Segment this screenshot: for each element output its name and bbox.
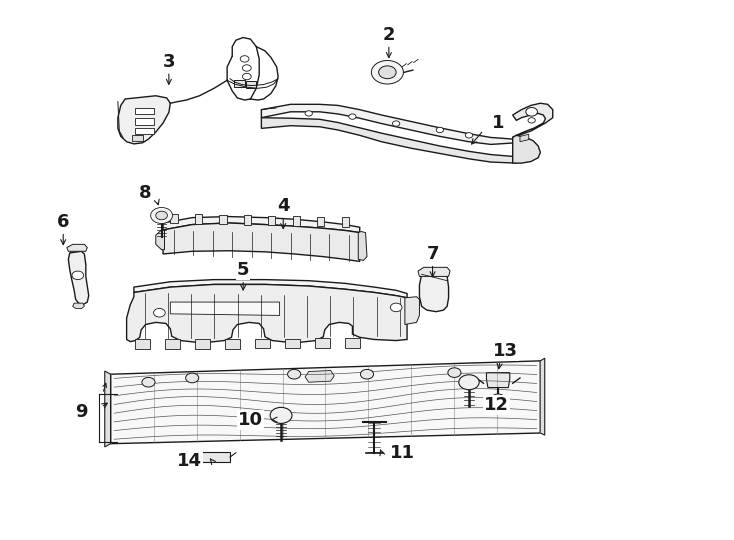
- Polygon shape: [135, 118, 154, 125]
- Circle shape: [72, 271, 84, 280]
- Polygon shape: [341, 217, 349, 227]
- Circle shape: [459, 375, 479, 390]
- Text: 6: 6: [57, 213, 70, 231]
- Circle shape: [153, 308, 165, 317]
- Polygon shape: [255, 339, 270, 348]
- Polygon shape: [358, 232, 367, 260]
- Text: 1: 1: [492, 114, 504, 132]
- Polygon shape: [376, 67, 399, 78]
- Polygon shape: [135, 340, 150, 349]
- Polygon shape: [135, 128, 154, 134]
- Polygon shape: [315, 339, 330, 348]
- Text: 13: 13: [493, 342, 518, 360]
- Polygon shape: [170, 302, 280, 315]
- Text: 3: 3: [163, 52, 175, 71]
- Text: 2: 2: [382, 26, 395, 44]
- Polygon shape: [512, 136, 540, 163]
- Text: 5: 5: [237, 261, 250, 279]
- Polygon shape: [163, 217, 360, 233]
- Circle shape: [390, 303, 402, 312]
- Circle shape: [242, 65, 251, 71]
- Polygon shape: [244, 215, 251, 225]
- Circle shape: [288, 369, 301, 379]
- Circle shape: [349, 114, 356, 119]
- Polygon shape: [540, 358, 545, 435]
- Text: 10: 10: [238, 410, 263, 429]
- Circle shape: [436, 127, 443, 133]
- Circle shape: [491, 394, 506, 404]
- Circle shape: [305, 111, 313, 116]
- Polygon shape: [201, 452, 230, 462]
- Text: 12: 12: [484, 396, 509, 414]
- Polygon shape: [512, 103, 553, 138]
- Polygon shape: [156, 230, 164, 249]
- Polygon shape: [219, 214, 227, 224]
- Circle shape: [448, 368, 461, 377]
- Polygon shape: [261, 104, 516, 144]
- Polygon shape: [305, 370, 334, 382]
- Polygon shape: [286, 339, 299, 348]
- Polygon shape: [195, 339, 210, 349]
- Circle shape: [186, 373, 199, 383]
- Polygon shape: [520, 134, 528, 141]
- Polygon shape: [345, 338, 360, 348]
- Polygon shape: [170, 214, 178, 223]
- Circle shape: [142, 377, 155, 387]
- Polygon shape: [261, 118, 516, 163]
- Polygon shape: [225, 339, 240, 348]
- Text: 9: 9: [75, 403, 87, 421]
- Polygon shape: [135, 107, 154, 114]
- Circle shape: [240, 56, 249, 62]
- Circle shape: [465, 133, 473, 138]
- Text: 14: 14: [177, 453, 202, 470]
- Polygon shape: [165, 339, 180, 349]
- Circle shape: [371, 60, 404, 84]
- Circle shape: [379, 66, 396, 79]
- Circle shape: [393, 121, 400, 126]
- Circle shape: [150, 207, 172, 224]
- Circle shape: [528, 118, 535, 123]
- Polygon shape: [405, 296, 419, 325]
- Polygon shape: [73, 303, 84, 308]
- Polygon shape: [68, 251, 89, 305]
- Circle shape: [360, 369, 374, 379]
- Polygon shape: [67, 244, 87, 251]
- Circle shape: [156, 211, 167, 220]
- Polygon shape: [234, 80, 244, 87]
- Polygon shape: [246, 81, 256, 88]
- Polygon shape: [293, 216, 300, 226]
- Circle shape: [526, 107, 537, 116]
- Polygon shape: [118, 96, 170, 144]
- Polygon shape: [154, 212, 169, 219]
- Text: 11: 11: [390, 444, 415, 462]
- Polygon shape: [163, 223, 360, 261]
- Polygon shape: [126, 285, 407, 342]
- Text: 8: 8: [139, 184, 151, 201]
- Polygon shape: [487, 373, 510, 388]
- Circle shape: [242, 73, 251, 80]
- Polygon shape: [268, 215, 275, 225]
- Circle shape: [270, 407, 292, 423]
- Text: 4: 4: [277, 197, 289, 215]
- Polygon shape: [419, 274, 448, 312]
- Polygon shape: [111, 361, 540, 444]
- Polygon shape: [317, 217, 324, 226]
- Polygon shape: [105, 371, 111, 447]
- Text: 7: 7: [426, 245, 439, 263]
- Polygon shape: [195, 214, 202, 224]
- Polygon shape: [134, 280, 407, 298]
- Polygon shape: [132, 136, 142, 140]
- Polygon shape: [418, 267, 450, 276]
